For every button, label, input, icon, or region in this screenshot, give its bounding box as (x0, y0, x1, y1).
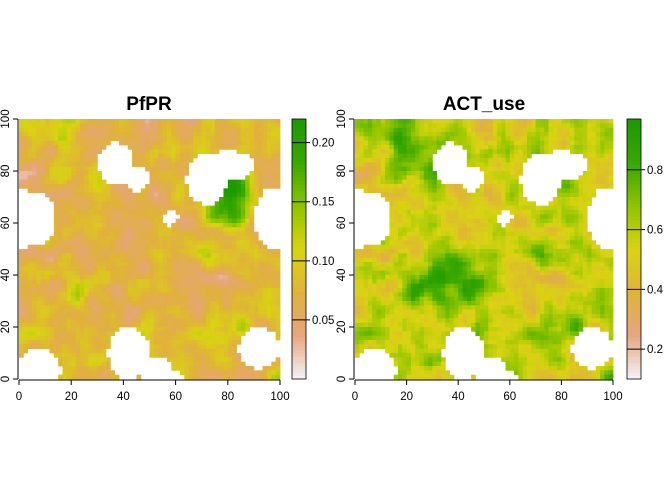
plot-title: PfPR (126, 94, 172, 115)
y-tick-label: 20 (336, 321, 348, 334)
raster-cells (355, 119, 614, 380)
y-tick-label: 40 (336, 269, 348, 282)
legend-tick-label: 0.8 (647, 165, 663, 177)
y-tick-label: 80 (336, 165, 348, 178)
y-tick-label: 0 (0, 376, 12, 382)
legend-tick-label: 0.20 (312, 138, 334, 150)
x-tick-label: 100 (603, 391, 622, 403)
y-tick-label: 20 (0, 321, 12, 334)
legend-tick-label: 0.15 (312, 197, 334, 209)
y-tick-label: 100 (336, 109, 348, 128)
y-axis: 0 20 40 60 80 100 (0, 109, 19, 382)
x-tick-label: 60 (503, 391, 516, 403)
plot-title: ACT_use (443, 94, 525, 115)
x-tick-label: 20 (65, 391, 78, 403)
legend-tick-label: 0.10 (312, 256, 334, 268)
raster-cells (19, 119, 281, 380)
legend-tick-label: 0.4 (647, 284, 664, 296)
legend-tick-label: 0.6 (647, 225, 663, 237)
x-axis: 0 20 40 60 80 100 (16, 379, 290, 403)
x-tick-label: 80 (221, 391, 234, 403)
plot-panel-2: ACT_use 0 20 40 60 80 100 0 20 40 60 80 100 0.2 0.4 0.6… (336, 94, 664, 403)
plot-panel-1: PfPR 0 20 40 60 80 100 0 20 40 60 80 100 0.05 0.10 0.15… (0, 94, 334, 403)
y-axis: 0 20 40 60 80 100 (336, 109, 355, 382)
x-axis: 0 20 40 60 80 100 (352, 379, 623, 403)
x-tick-label: 80 (555, 391, 568, 403)
legend-frame (626, 118, 642, 380)
legend-tick-label: 0.2 (647, 344, 663, 356)
x-tick-label: 40 (117, 391, 130, 403)
legend-frame (291, 118, 307, 380)
y-tick-label: 60 (0, 217, 12, 230)
legend-colorbar: 0.05 0.10 0.15 0.20 (291, 118, 334, 380)
y-tick-label: 40 (0, 269, 12, 282)
x-tick-label: 60 (169, 391, 182, 403)
legend-colorbar: 0.2 0.4 0.6 0.8 (626, 118, 664, 380)
x-tick-label: 100 (270, 391, 289, 403)
y-tick-label: 80 (0, 165, 12, 178)
x-tick-label: 40 (452, 391, 465, 403)
x-tick-label: 0 (352, 391, 358, 403)
legend-tick-label: 0.05 (312, 315, 334, 327)
y-tick-label: 0 (336, 376, 348, 382)
x-tick-label: 0 (16, 391, 22, 403)
y-tick-label: 100 (0, 109, 12, 128)
x-tick-label: 20 (400, 391, 413, 403)
y-tick-label: 60 (336, 217, 348, 230)
